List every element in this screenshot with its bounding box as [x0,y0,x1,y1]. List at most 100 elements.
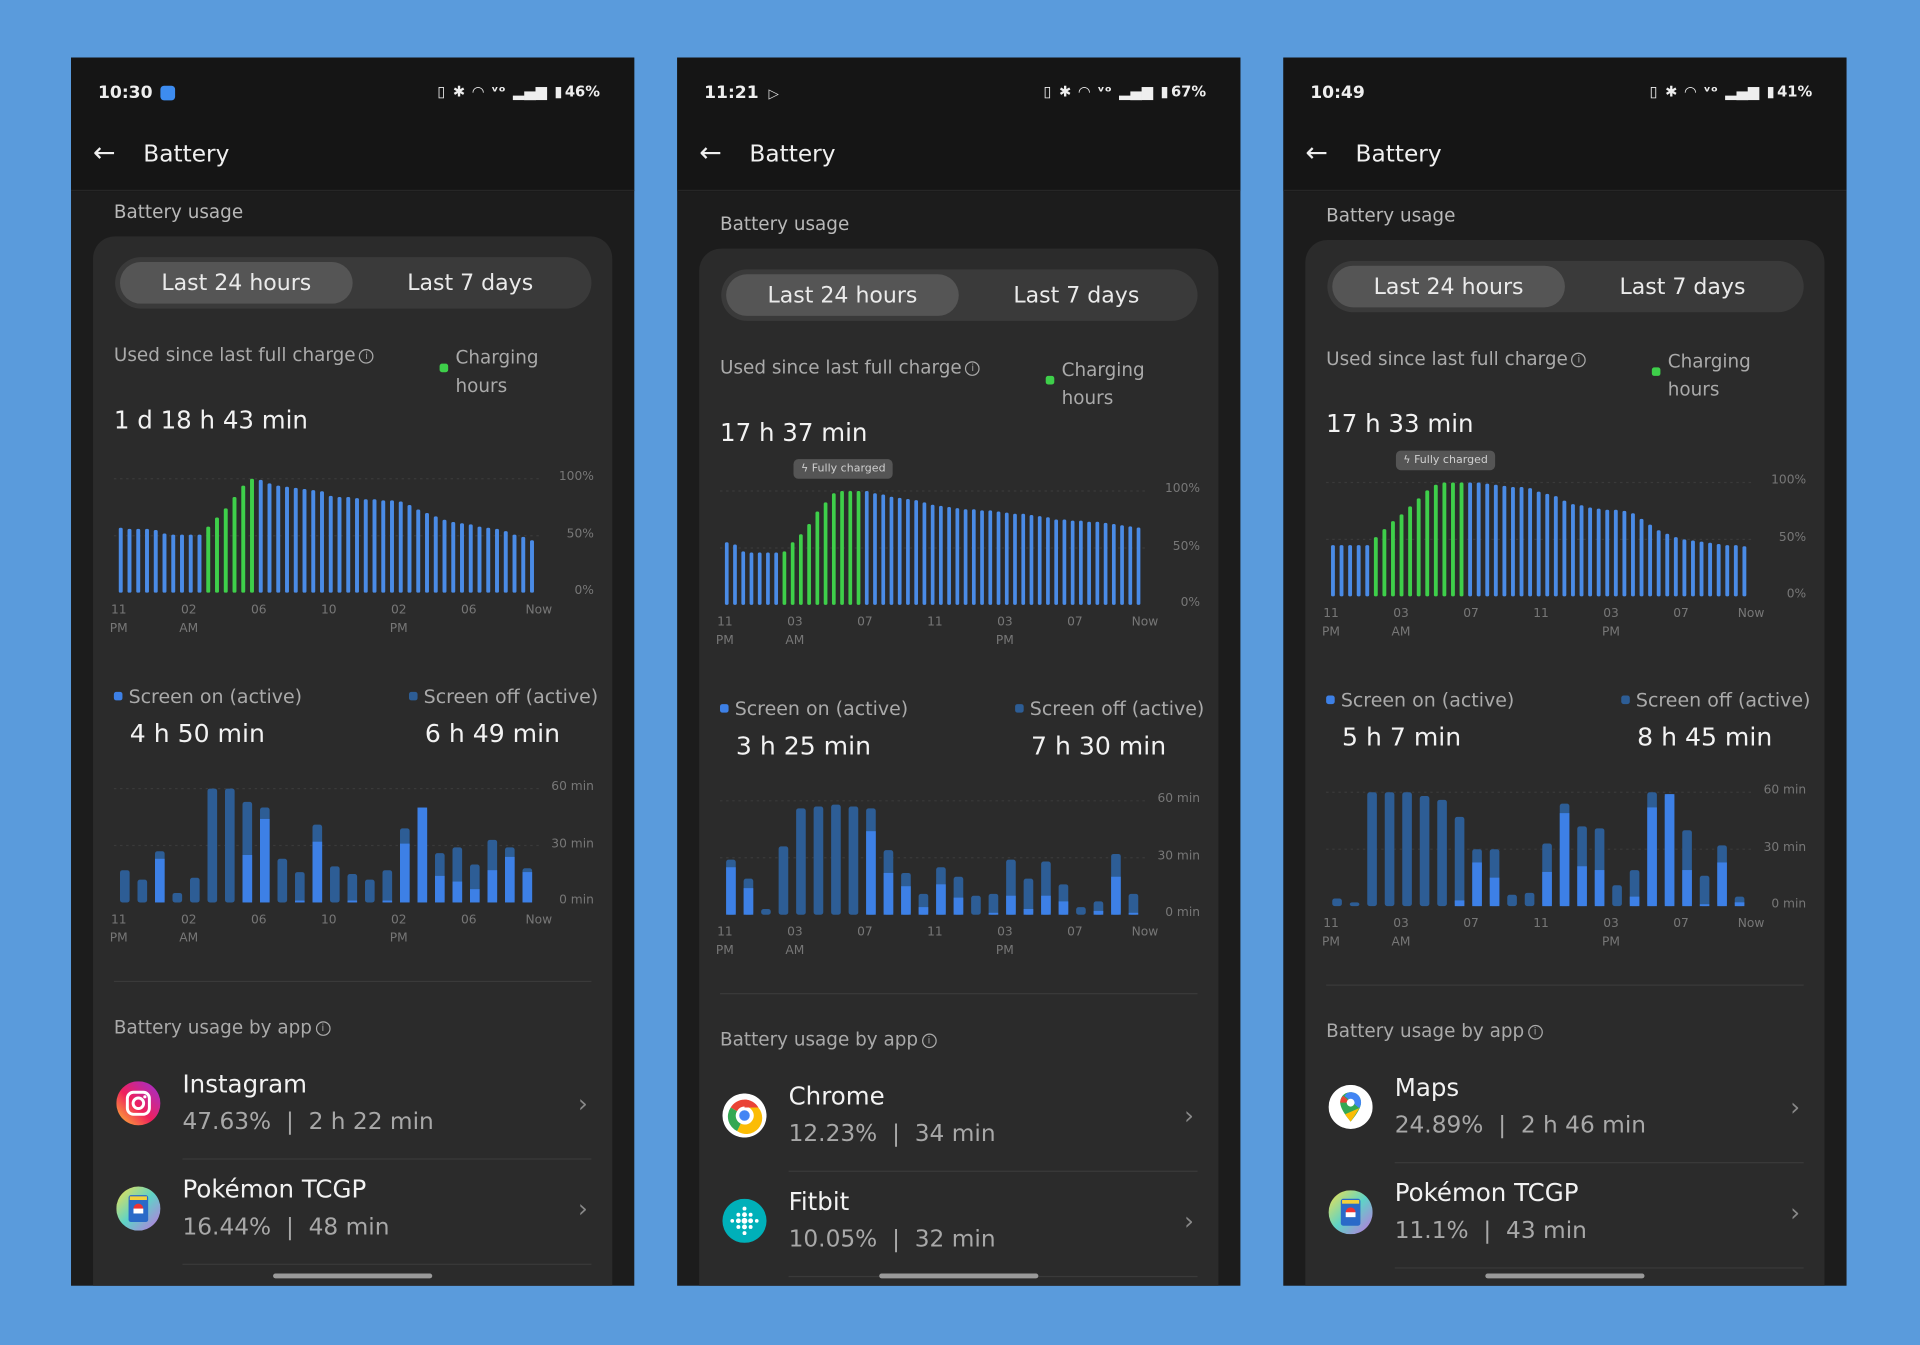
battery-x-tick: 02 PM [374,601,423,638]
x-tick-line1: 07 [857,925,873,940]
app-name: Pokémon TCGP [1394,1177,1579,1208]
battery-bar-charging [848,491,853,605]
battery-bar [1733,545,1738,597]
info-icon[interactable]: i [965,361,981,376]
screen-off-value: 8 h 45 min [1637,722,1773,752]
usage-bar-screen-on [1664,794,1675,907]
usage-bar-screen-off [1419,796,1430,907]
usage-bar-screen-on [1699,904,1710,907]
battery-bar-charging [215,517,219,593]
battery-bar [1485,483,1490,597]
battery-bar [1339,545,1344,597]
screen-off-value: 6 h 49 min [424,718,560,749]
back-arrow-icon[interactable]: ← [93,138,116,169]
tab-last-24-hours[interactable]: Last 24 hours [726,274,959,316]
usage-bar-screen-off [1524,892,1535,907]
screen-off-legend: Screen off (active) [1621,689,1810,711]
screen-on-legend: Screen on (active) [113,686,302,708]
info-icon[interactable]: i [359,348,374,364]
x-tick-line1: 11 [927,615,943,630]
app-divider [182,1263,592,1265]
usage-y-tick: 30 min [1763,840,1807,855]
lightning-icon: ϟ [801,462,812,476]
usage-x-tick: 11 [910,923,959,941]
volte-icon: ᵛᵒ [1097,83,1112,101]
battery-usage-by-app-title: Battery usage by app i [113,1016,331,1039]
tab-last-7-days[interactable]: Last 7 days [1619,273,1746,300]
chevron-right-icon[interactable]: › [1790,1092,1801,1122]
usage-bar-screen-on [260,818,270,903]
battery-bar-charging [1425,490,1430,597]
back-arrow-icon[interactable]: ← [1305,138,1328,169]
tab-last-7-days[interactable]: Last 7 days [1013,282,1140,308]
battery-usage-by-app-text: Battery usage by app [113,1016,312,1039]
usage-y-tick: 0 min [1165,906,1201,920]
battery-bar [1528,488,1533,597]
battery-y-tick: 50% [1778,530,1807,545]
battery-x-tick: 03 PM [1587,605,1636,642]
battery-bar [328,495,333,593]
chevron-right-icon[interactable]: › [577,1193,588,1224]
battery-bar [1605,509,1610,597]
back-arrow-icon[interactable]: ← [699,138,722,169]
x-tick-line2: PM [995,944,1014,958]
fully-charged-label: Fully charged [811,462,886,476]
battery-bar-charging [241,485,246,593]
status-icons: ▯ ✱ ◠ ᵛᵒ ▂▄▆ ▮ 41% [1650,83,1813,100]
usage-bar-screen-off [1332,898,1342,907]
battery-x-tick: 03 PM [980,613,1029,650]
phone-screen: 10:49 ▯ ✱ ◠ ᵛᵒ ▂▄▆ ▮ 41% ← Battery Battery usage La… [1283,57,1847,1286]
battery-bar [1013,513,1017,605]
chevron-right-icon[interactable]: › [577,1088,588,1118]
battery-bar [355,498,359,593]
section-divider [1326,984,1804,986]
battery-bar [906,498,910,605]
home-indicator[interactable] [273,1273,433,1279]
x-tick-line2: PM [995,634,1014,648]
status-time-text: 11:21 [704,83,759,103]
battery-y-tick: 100% [1164,482,1201,496]
battery-bar [433,516,438,593]
home-indicator[interactable] [879,1273,1039,1279]
usage-bar-screen-on [866,831,876,915]
battery-bar [1545,493,1550,597]
screen-on-legend: Screen on (active) [720,698,908,720]
screen-on-value: 4 h 50 min [129,718,265,749]
battery-bar-charging [856,491,861,605]
battery-bar [171,534,176,593]
info-icon[interactable]: i [921,1033,937,1049]
x-tick-line2: PM [389,622,408,636]
chevron-right-icon[interactable]: › [1184,1100,1194,1131]
battery-bar [188,534,193,593]
info-icon[interactable]: i [1571,352,1587,368]
home-indicator[interactable] [1485,1273,1645,1279]
screen-off-label: Screen off (active) [1029,697,1205,721]
used-since-full-charge-label: Used since last full charge i [720,356,981,378]
usage-bar-screen-off [347,873,358,903]
info-icon[interactable]: i [1527,1024,1543,1040]
battery-bar [914,500,919,605]
vibrate-icon: ▯ [437,83,446,101]
tab-last-7-days[interactable]: Last 7 days [407,270,534,296]
usage-bar-screen-on [1041,895,1051,915]
chevron-right-icon[interactable]: › [1184,1206,1194,1236]
info-icon[interactable]: i [315,1021,331,1036]
battery-bar [451,522,456,593]
usage-bar-screen-off [1128,893,1139,915]
screen-off-legend-dot [1015,704,1024,713]
usage-bar-screen-on [435,875,445,903]
usage-x-tick: 02 PM [374,911,423,948]
chevron-right-icon[interactable]: › [1790,1197,1801,1227]
usage-bar-screen-on [1472,862,1482,907]
usage-bar-screen-on [1629,896,1640,907]
battery-bar [1742,546,1747,597]
tab-last-24-hours[interactable]: Last 24 hours [1332,265,1565,308]
phone-screen: 10:30 ▯ ✱ ◠ ᵛᵒ ▂▄▆ ▮ 46% ← Battery Battery usage La… [71,57,635,1286]
app-usage-stats: 24.89% | 2 h 46 min [1394,1111,1647,1139]
usage-x-tick: 11 PM [94,911,143,948]
battery-level-chart [113,478,539,903]
usage-y-tick: 0 min [559,893,594,908]
tab-last-24-hours[interactable]: Last 24 hours [120,262,353,304]
signal-icon: ▂▄▆ [1119,83,1154,101]
status-icons: ▯ ✱ ◠ ᵛᵒ ▂▄▆ ▮ 67% [1044,83,1207,100]
